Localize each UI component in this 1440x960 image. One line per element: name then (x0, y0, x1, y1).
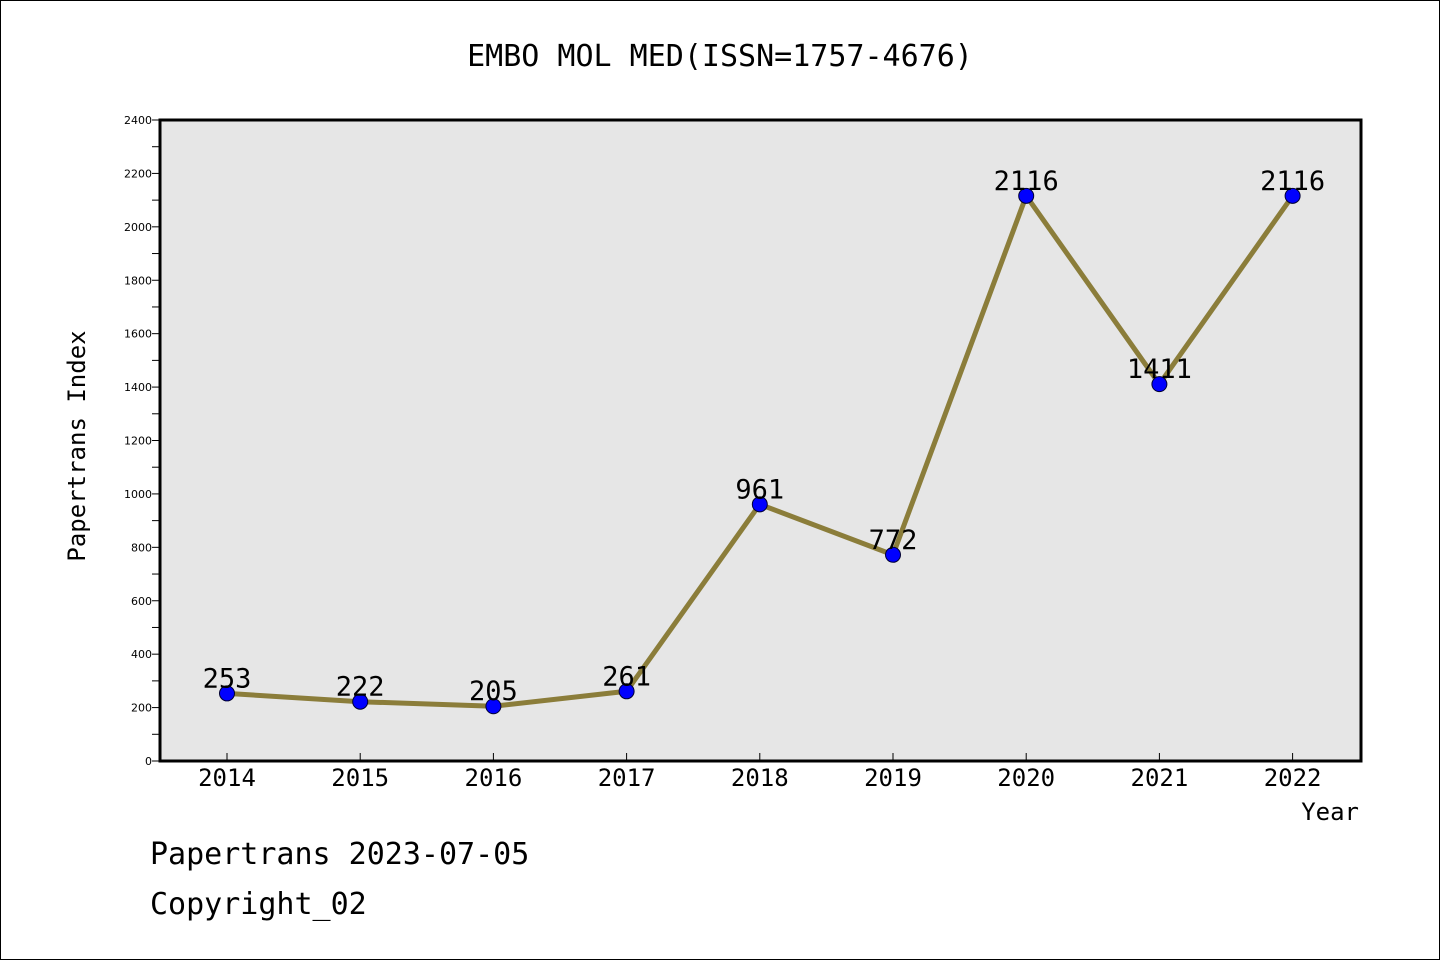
series-group: 253 222 205 261 961 772 2116 1411 2116 (203, 166, 1325, 715)
footer-copyright: Copyright_02 (150, 887, 367, 922)
data-label: 772 (869, 525, 918, 556)
x-tick-label: 2014 (198, 764, 256, 792)
y-tick-label: 1400 (124, 381, 152, 394)
data-point (751, 496, 768, 513)
data-point (885, 546, 901, 563)
x-tick-label: 2016 (465, 764, 523, 792)
x-tick-label: 2015 (331, 764, 389, 792)
data-label: 222 (336, 672, 385, 703)
y-tick-label: 1600 (124, 328, 152, 341)
y-tick-label: 2200 (124, 167, 152, 180)
y-tick-label: 2000 (124, 221, 152, 234)
x-tick-label: 2020 (997, 764, 1055, 792)
data-label: 2116 (1260, 166, 1325, 197)
y-tick-label: 400 (131, 648, 152, 661)
x-tick-label: 2021 (1131, 764, 1189, 792)
data-point (1151, 376, 1168, 393)
data-point (1284, 187, 1301, 204)
data-point (1018, 187, 1035, 204)
y-tick-label: 1800 (124, 274, 152, 287)
data-point (352, 693, 369, 710)
y-axis-label: Papertrans Index (63, 330, 91, 561)
data-label: 1411 (1127, 354, 1192, 385)
data-label: 261 (602, 661, 651, 692)
data-point (485, 698, 502, 715)
chart-title: EMBO MOL MED(ISSN=1757-4676) (467, 39, 973, 74)
y-tick-label: 2400 (124, 114, 152, 127)
y-axis: 0 200 400 600 800 1000 1200 1400 1600 1800 2000 220… (124, 114, 160, 768)
x-tick-label: 2019 (864, 764, 922, 792)
data-label: 2116 (994, 166, 1059, 197)
x-axis: 2014 2015 2016 2017 2018 2019 2020 2021 2022 (198, 753, 1321, 792)
y-tick-label: 800 (131, 541, 152, 554)
y-tick-label: 200 (131, 702, 152, 715)
plot-area (158, 118, 1363, 763)
data-point (618, 683, 635, 700)
data-label: 253 (203, 663, 252, 694)
x-tick-label: 2017 (598, 764, 656, 792)
y-tick-label: 1200 (124, 435, 152, 448)
y-tick-label: 1000 (124, 488, 152, 501)
data-label: 205 (469, 676, 518, 707)
y-tick-label: 0 (145, 755, 152, 768)
data-point (219, 685, 235, 702)
footer-date: Papertrans 2023-07-05 (150, 837, 529, 872)
y-tick-label: 600 (131, 595, 152, 608)
data-label: 961 (735, 474, 784, 505)
x-axis-label: Year (1301, 798, 1359, 826)
x-tick-label: 2018 (731, 764, 789, 792)
x-tick-label: 2022 (1264, 764, 1322, 792)
